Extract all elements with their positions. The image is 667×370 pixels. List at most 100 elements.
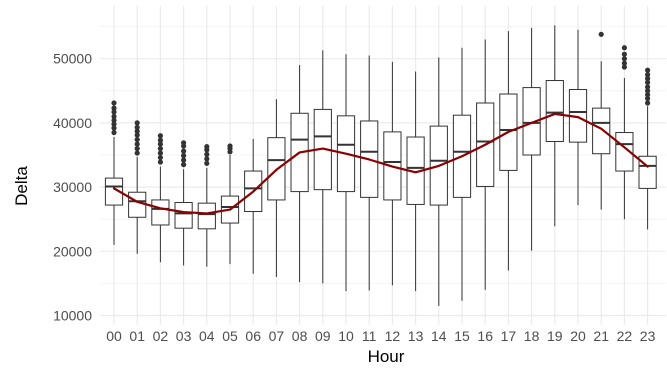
y-tick-label: 10000 [53,308,92,324]
box-series [104,25,657,306]
box-outlier-point [134,145,140,152]
box-outlier-point [111,105,117,111]
x-tick-label: 22 [617,328,633,344]
box-outlier-point [621,45,628,51]
box-outlier-point [645,72,651,78]
x-tick-label: 10 [338,328,354,344]
box-outlier-point [111,117,117,123]
trend-line-group [112,112,649,215]
box-outlier-point [111,129,117,136]
box-outlier-point [111,109,117,115]
box-outlier-point [645,84,651,90]
box-outlier-point [204,151,210,157]
x-tick-label: 13 [408,328,424,344]
y-tick-label: 40000 [53,115,92,131]
x-tick-label: 23 [640,328,656,344]
box-iqr-rect [592,107,611,155]
box-outlier-point [621,51,628,57]
box-10 [336,54,356,292]
box-outlier-point [111,100,117,106]
x-tick-label: 17 [501,328,517,344]
box-outlier-point [645,88,651,94]
box-outlier-point [157,137,163,143]
box-15 [452,47,472,301]
x-tick-label: 06 [245,328,261,344]
y-tick-label: 20000 [53,243,92,259]
box-04 [197,144,216,267]
box-08 [290,65,309,283]
box-06 [244,138,263,274]
trend-line [112,112,649,215]
x-axis-tick-labels: 00 01 02 03 04 05 06 07 08 09 10 11 12 13 14 15 16 17 18 19… [106,328,655,344]
box-outlier-point [134,136,140,143]
box-outlier-point [621,64,628,70]
box-outlier-point [157,154,163,161]
box-outlier-point [157,133,163,139]
box-outlier-point [204,156,210,162]
x-tick-label: 02 [153,328,169,344]
x-tick-label: 12 [385,328,401,344]
box-outlier-point [181,148,187,154]
x-tick-label: 04 [199,328,215,344]
box-outlier-point [157,145,163,152]
x-tick-label: 03 [176,328,192,344]
box-iqr-rect [151,199,170,226]
x-tick-label: 21 [593,328,609,344]
box-iqr-rect [522,87,541,156]
x-tick-label: 07 [269,328,285,344]
box-07 [267,99,286,277]
box-iqr-rect [104,177,124,206]
box-outlier-point [181,162,187,168]
box-outlier-point [134,132,140,138]
box-outlier-point [134,141,140,147]
x-tick-label: 14 [431,328,447,344]
x-tick-label: 20 [570,328,586,344]
box-22 [615,45,634,220]
x-tick-label: 11 [362,328,377,344]
x-tick-label: 15 [454,328,470,344]
box-outlier-point [111,125,117,131]
box-outlier-point [621,56,628,62]
box-outlier-point [227,143,233,149]
box-outlier-point [181,153,187,159]
box-outlier-point [645,92,651,98]
box-02 [151,133,170,263]
box-23 [638,67,657,230]
x-axis-title: Hour [368,347,405,366]
box-iqr-rect [174,202,193,229]
box-outlier-point [645,79,651,86]
x-tick-label: 08 [292,328,308,344]
box-outlier-point [181,157,187,163]
box-13 [406,71,425,292]
box-03 [174,140,193,266]
box-outlier-point [111,113,117,120]
box-outlier-point [598,31,604,37]
box-18 [522,27,541,251]
box-14 [429,57,448,306]
box-outlier-point [134,128,140,134]
x-tick-label: 16 [477,328,493,344]
box-outlier-point [157,159,163,165]
x-tick-label: 19 [547,328,563,344]
x-tick-label: 18 [524,328,540,344]
x-tick-label: 05 [222,328,238,344]
y-tick-label: 50000 [53,51,92,67]
box-outlier-point [645,67,651,73]
box-17 [499,31,518,271]
box-19 [545,25,564,227]
box-iqr-rect [545,80,564,143]
box-iqr-rect [128,191,147,218]
box-outlier-point [181,140,187,146]
box-16 [476,39,495,290]
box-20 [568,29,588,206]
box-outlier-point [645,95,651,102]
box-21 [592,31,611,210]
box-outlier-point [111,121,117,127]
box-outlier-point [134,120,140,126]
y-tick-label: 30000 [53,179,92,195]
x-tick-label: 09 [315,328,331,344]
y-axis-title: Delta [12,166,31,206]
x-tick-label: 00 [106,328,122,344]
box-outlier-point [204,144,210,150]
